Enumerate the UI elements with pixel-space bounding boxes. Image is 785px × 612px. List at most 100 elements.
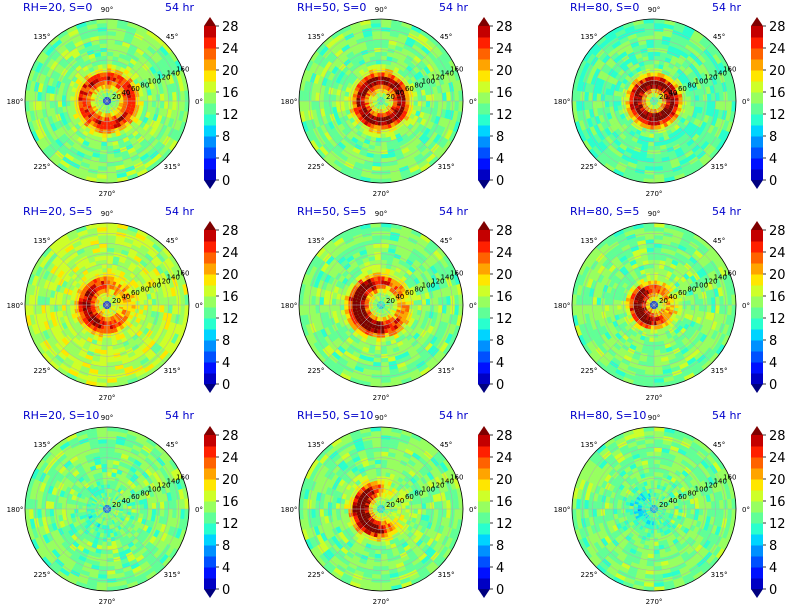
contour-cell bbox=[127, 265, 135, 273]
contour-cell bbox=[82, 140, 90, 147]
contour-cell bbox=[368, 114, 373, 119]
contour-cell bbox=[88, 31, 99, 38]
contour-cell bbox=[333, 159, 345, 169]
contour-cell bbox=[66, 294, 72, 301]
contour-cell bbox=[112, 144, 120, 150]
contour-cell bbox=[123, 302, 128, 305]
contour-cell bbox=[101, 307, 105, 312]
contour-cell bbox=[334, 144, 344, 154]
contour-cell bbox=[415, 52, 425, 61]
contour-cell bbox=[402, 44, 412, 52]
contour-cell bbox=[613, 168, 625, 177]
contour-cell bbox=[392, 96, 398, 100]
contour-cell bbox=[664, 92, 670, 97]
contour-cell bbox=[54, 342, 64, 352]
contour-cell bbox=[360, 63, 367, 70]
contour-cell bbox=[381, 80, 384, 85]
contour-cell bbox=[178, 69, 187, 81]
contour-cell bbox=[133, 51, 142, 59]
contour-cell bbox=[399, 91, 405, 96]
contour-cell bbox=[78, 297, 84, 302]
contour-cell bbox=[116, 295, 122, 299]
contour-cell bbox=[121, 107, 126, 112]
contour-cell bbox=[381, 98, 385, 101]
contour-cell bbox=[422, 112, 429, 120]
contour-cell bbox=[377, 325, 381, 330]
contour-cell bbox=[107, 98, 111, 101]
contour-cell bbox=[694, 57, 703, 67]
contour-cell bbox=[51, 344, 61, 355]
contour-cell bbox=[110, 112, 114, 117]
contour-cell bbox=[697, 106, 703, 114]
contour-cell bbox=[358, 127, 365, 133]
contour-cell bbox=[88, 235, 99, 242]
contour-cell bbox=[664, 117, 669, 123]
contour-cell bbox=[670, 111, 676, 116]
contour-cell bbox=[646, 43, 654, 49]
contour-cell bbox=[111, 285, 115, 290]
contour-cell bbox=[354, 86, 360, 92]
contour-cell bbox=[94, 83, 99, 88]
contour-cell bbox=[597, 122, 605, 132]
contour-cell bbox=[107, 60, 113, 65]
contour-cell bbox=[80, 314, 86, 320]
contour-cell bbox=[80, 86, 86, 92]
contour-cell bbox=[108, 288, 112, 294]
contour-cell bbox=[340, 25, 352, 34]
contour-cell bbox=[142, 71, 150, 79]
contour-cell bbox=[46, 58, 55, 69]
contour-cell bbox=[105, 92, 107, 97]
contour-cell bbox=[85, 315, 91, 320]
contour-cell bbox=[384, 96, 389, 99]
contour-cell bbox=[105, 305, 107, 309]
contour-cell bbox=[116, 74, 122, 80]
contour-cell bbox=[84, 273, 91, 279]
contour-cell bbox=[643, 82, 648, 87]
contour-cell bbox=[69, 47, 79, 56]
contour-cell bbox=[118, 104, 123, 108]
contour-cell bbox=[90, 302, 95, 305]
contour-cell bbox=[654, 104, 657, 110]
contour-cell bbox=[107, 101, 111, 104]
contour-cell bbox=[86, 299, 92, 303]
contour-cell bbox=[650, 93, 653, 98]
contour-cell bbox=[387, 86, 391, 92]
contour-cell bbox=[665, 142, 673, 149]
contour-cell bbox=[178, 110, 185, 122]
contour-cell bbox=[116, 61, 123, 67]
contour-cell bbox=[362, 31, 373, 38]
contour-cell bbox=[654, 98, 658, 101]
contour-cell bbox=[682, 69, 690, 77]
contour-cell bbox=[373, 81, 377, 86]
radius-label: 20 bbox=[386, 93, 395, 101]
contour-cell bbox=[91, 104, 96, 108]
contour-cell bbox=[59, 316, 66, 324]
contour-cell bbox=[117, 105, 123, 110]
contour-cell bbox=[139, 40, 150, 49]
contour-cell bbox=[124, 259, 132, 266]
contour-cell bbox=[677, 154, 687, 162]
contour-cell bbox=[67, 332, 76, 340]
contour-cell bbox=[110, 316, 114, 321]
contour-cell bbox=[407, 161, 418, 170]
radius-label: 140 bbox=[441, 70, 454, 78]
contour-cell bbox=[377, 121, 381, 126]
contour-cell bbox=[92, 316, 98, 322]
contour-cell bbox=[381, 113, 384, 118]
contour-cell bbox=[346, 113, 353, 120]
contour-cell bbox=[413, 305, 418, 310]
contour-cell bbox=[94, 282, 100, 288]
contour-cell bbox=[403, 58, 411, 66]
contour-cell bbox=[412, 128, 421, 136]
contour-cell bbox=[335, 60, 344, 69]
contour-cell bbox=[645, 157, 654, 163]
contour-cell bbox=[731, 90, 736, 101]
contour-cell bbox=[88, 270, 95, 277]
contour-cell bbox=[650, 98, 654, 101]
contour-cell bbox=[654, 39, 663, 45]
contour-cell bbox=[144, 252, 154, 262]
contour-cell bbox=[27, 121, 36, 133]
contour-cell bbox=[378, 113, 381, 118]
contour-cell bbox=[324, 107, 330, 116]
